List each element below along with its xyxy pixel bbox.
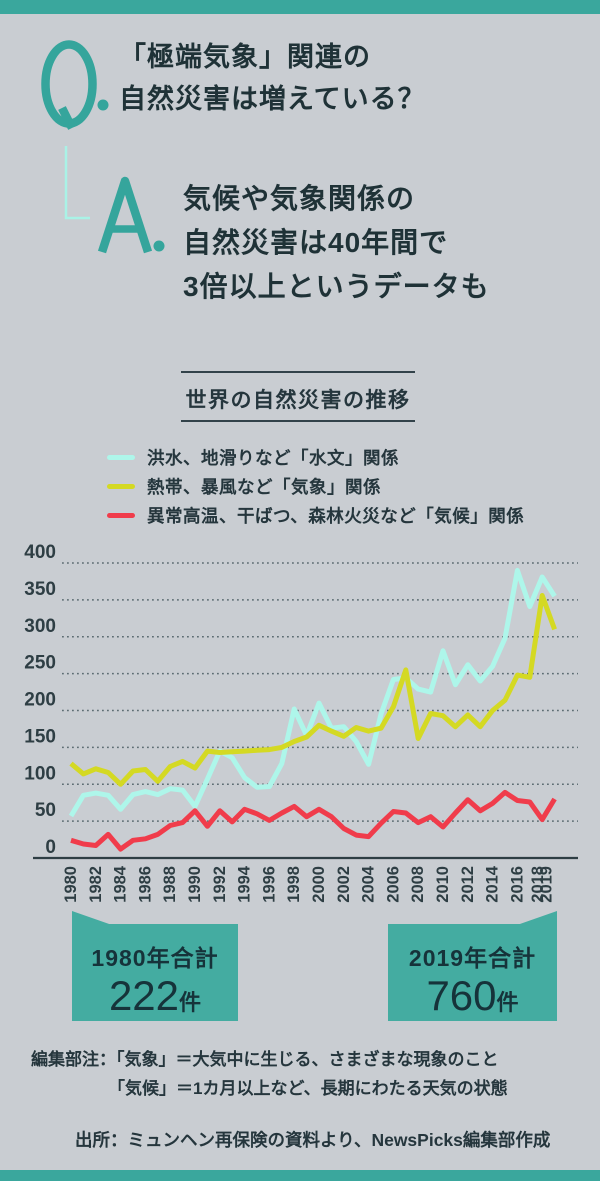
x-tick-label: 2000 xyxy=(310,866,328,903)
x-tick-label: 2004 xyxy=(360,865,378,903)
legend-label: 洪水、地滑りなど「水文」関係 xyxy=(147,448,399,468)
legend-item-climatological: 異常高温、干ばつ、森林火災など「気候」関係 xyxy=(107,501,524,530)
x-tick-label: 2014 xyxy=(484,865,502,903)
callout-1980-value: 222件 xyxy=(72,975,238,1024)
x-tick-label: 2006 xyxy=(384,866,402,903)
callout-1980-title: 1980年合計 xyxy=(91,945,219,971)
question-text: 「極端気象」関連の 自然災害は増えている？ xyxy=(119,36,426,120)
legend-label: 異常高温、干ばつ、森林火災など「気候」関係 xyxy=(147,506,525,526)
question-line-1: 「極端気象」関連の xyxy=(119,42,371,72)
source-credit: 出所：ミュンヘン再保険の資料より、NewsPicks編集部作成 xyxy=(75,1130,551,1150)
bottom-accent-bar xyxy=(0,1170,600,1181)
title-rule-bottom xyxy=(181,420,415,422)
legend-item-meteorological: 熱帯、暴風など「気象」関係 xyxy=(107,472,524,501)
legend-item-hydrological: 洪水、地滑りなど「水文」関係 xyxy=(107,443,524,472)
qa-glyphs xyxy=(41,40,165,254)
chart-legend: 洪水、地滑りなど「水文」関係 熱帯、暴風など「気象」関係 異常高温、干ばつ、森林… xyxy=(107,443,524,530)
chart-title: 世界の自然災害の推移 xyxy=(185,389,411,412)
line-chart: 0 50 100 150 200 250 300 350 400 1980 1982 1984 1986… xyxy=(24,542,578,903)
legend-swatch xyxy=(107,513,135,518)
y-tick-label: 250 xyxy=(24,653,56,674)
x-tick-label: 1980 xyxy=(62,866,80,903)
top-accent-bar xyxy=(0,0,600,14)
x-tick-label: 2002 xyxy=(335,866,353,903)
callout-2019-number: 760 xyxy=(426,972,497,1019)
series-line-1 xyxy=(69,593,557,787)
x-tick-label: 2010 xyxy=(434,866,452,903)
x-tick-label: 2019 xyxy=(538,866,556,903)
callout-1980-number: 222 xyxy=(108,972,180,1019)
editorial-note-line-2: 「気候」＝1カ月以上など、長期にわたる天気の状態 xyxy=(108,1079,508,1098)
y-tick-label: 50 xyxy=(35,800,56,821)
callout-1980: 1980年合計 222件 xyxy=(72,924,238,1021)
q-glyph xyxy=(41,40,109,130)
answer-text: 気候や気象関係の 自然災害は40年間で 3倍以上というデータも xyxy=(183,177,490,309)
editorial-note: 編集部注：「気象」＝大気中に生じる、さまざまな現象のこと 「気候」＝1カ月以上な… xyxy=(31,1045,508,1103)
x-tick-label: 1994 xyxy=(236,865,254,903)
answer-line-1: 気候や気象関係の xyxy=(183,183,416,214)
y-tick-label: 400 xyxy=(24,542,56,563)
x-tick-label: 2008 xyxy=(409,866,427,903)
q-to-a-connector-line xyxy=(64,146,90,220)
answer-line-3: 3倍以上というデータも xyxy=(183,271,490,302)
a-glyph xyxy=(97,176,165,254)
legend-swatch xyxy=(107,484,135,489)
legend-swatch xyxy=(107,455,135,460)
x-tick-label: 2016 xyxy=(508,866,526,903)
y-tick-label: 0 xyxy=(45,837,56,858)
answer-line-2: 自然災害は40年間で xyxy=(183,227,449,258)
x-tick-label: 1986 xyxy=(136,866,154,903)
series-line-0 xyxy=(68,567,557,818)
y-tick-label: 350 xyxy=(24,579,56,600)
y-tick-label: 100 xyxy=(24,763,56,784)
x-tick-label: 2012 xyxy=(459,866,477,903)
x-tick-label: 1992 xyxy=(211,866,229,903)
callout-2019-unit: 件 xyxy=(496,990,519,1015)
x-tick-label: 1988 xyxy=(161,866,179,903)
callout-2019-value: 760件 xyxy=(388,975,557,1024)
x-tick-label: 1996 xyxy=(260,866,278,903)
x-tick-label: 1990 xyxy=(186,866,204,903)
y-tick-label: 150 xyxy=(24,726,56,747)
x-tick-label: 1998 xyxy=(285,866,303,903)
callout-2019-title: 2019年合計 xyxy=(408,945,537,971)
title-rule-top xyxy=(181,371,415,373)
legend-label: 熱帯、暴風など「気象」関係 xyxy=(147,477,381,497)
x-tick-label: 2018 xyxy=(529,866,547,903)
x-tick-label: 1982 xyxy=(87,866,105,903)
question-line-2: 自然災害は増えている？ xyxy=(119,84,426,114)
y-tick-label: 300 xyxy=(24,616,56,637)
x-tick-label: 1984 xyxy=(112,865,130,903)
editorial-note-line-1: 編集部注：「気象」＝大気中に生じる、さまざまな現象のこと xyxy=(31,1050,499,1069)
callout-2019: 2019年合計 760件 xyxy=(388,924,557,1021)
series-line-2 xyxy=(70,789,557,852)
callout-1980-unit: 件 xyxy=(179,990,202,1015)
y-tick-label: 200 xyxy=(24,690,56,711)
